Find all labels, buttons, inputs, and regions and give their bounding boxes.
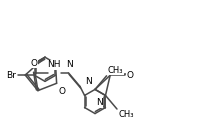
- Text: O: O: [31, 59, 38, 68]
- Text: CH₃: CH₃: [119, 110, 134, 119]
- Text: O: O: [126, 71, 133, 80]
- Text: N: N: [85, 77, 92, 86]
- Text: Br: Br: [7, 71, 16, 80]
- Text: CH₃: CH₃: [108, 66, 123, 75]
- Text: N: N: [66, 60, 73, 69]
- Text: N: N: [96, 98, 103, 107]
- Text: NH: NH: [47, 60, 61, 69]
- Text: O: O: [58, 87, 65, 96]
